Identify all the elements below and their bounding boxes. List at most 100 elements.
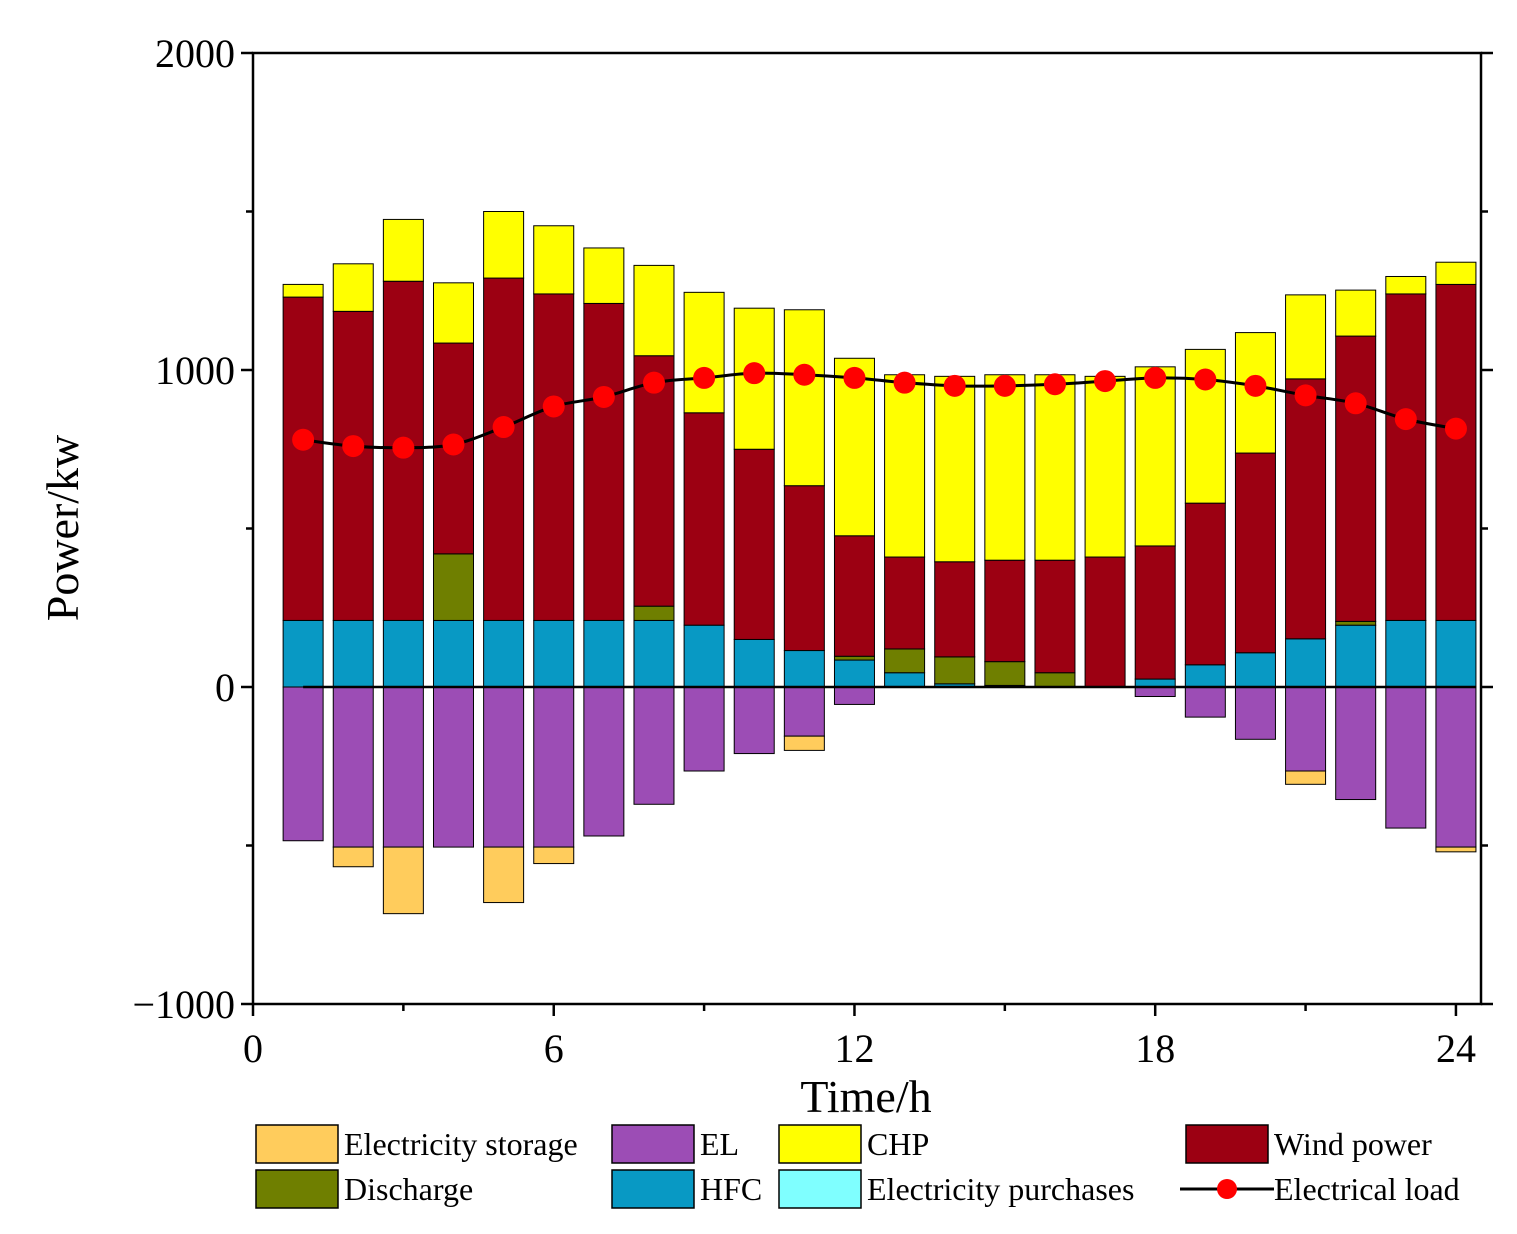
electrical-load-point-15 bbox=[993, 374, 1016, 397]
bar-discharge-22 bbox=[1335, 620, 1377, 626]
bar-chp-15 bbox=[984, 374, 1026, 561]
bar-hfc-20 bbox=[1234, 652, 1276, 688]
bar-hfc-12 bbox=[833, 659, 875, 688]
bar-hfc-4 bbox=[432, 619, 474, 688]
electrical-load-point-12 bbox=[843, 366, 866, 389]
bar-wind-power-6 bbox=[533, 293, 575, 621]
bar-wind-power-2 bbox=[332, 310, 374, 621]
bar-chp-13 bbox=[884, 374, 926, 558]
bar-wind-power-24 bbox=[1435, 283, 1477, 621]
legend-label-electricity-purchases: Electricity purchases bbox=[867, 1171, 1134, 1207]
bar-hfc-9 bbox=[683, 624, 725, 688]
bar-electricity-storage-2 bbox=[332, 846, 374, 868]
bar-electricity-storage-5 bbox=[483, 846, 525, 904]
y-axis-title: Power/kw bbox=[37, 434, 88, 621]
electrical-load-point-4 bbox=[442, 433, 465, 456]
load-line-layer bbox=[292, 362, 1467, 459]
bar-electricity-storage-24 bbox=[1435, 846, 1477, 853]
legend-swatch-hfc bbox=[611, 1169, 695, 1209]
bar-wind-power-5 bbox=[483, 277, 525, 621]
electrical-load-point-18 bbox=[1144, 366, 1167, 389]
bar-discharge-13 bbox=[884, 648, 926, 674]
electrical-load-point-19 bbox=[1194, 368, 1217, 391]
bar-wind-power-16 bbox=[1034, 559, 1076, 674]
bar-chp-14 bbox=[934, 375, 976, 563]
bar-el-18 bbox=[1134, 686, 1176, 698]
bar-hfc-1 bbox=[282, 619, 324, 688]
bar-el-11 bbox=[783, 686, 825, 737]
bar-discharge-14 bbox=[934, 656, 976, 685]
bar-discharge-4 bbox=[432, 553, 474, 621]
legend-label-electricity-storage: Electricity storage bbox=[344, 1126, 578, 1162]
electrical-load-point-16 bbox=[1043, 373, 1066, 396]
bar-discharge-16 bbox=[1034, 672, 1076, 688]
bar-chp-6 bbox=[533, 225, 575, 295]
electrical-load-point-9 bbox=[693, 366, 716, 389]
legend-label-discharge: Discharge bbox=[344, 1171, 473, 1207]
electrical-load-point-10 bbox=[743, 362, 766, 385]
bar-chp-22 bbox=[1335, 289, 1377, 337]
bar-el-8 bbox=[633, 686, 675, 805]
electrical-load-point-11 bbox=[793, 363, 816, 386]
bar-el-10 bbox=[733, 686, 775, 755]
legend: Electricity storage EL CHP Wind power Discha… bbox=[255, 1124, 1460, 1209]
bar-wind-power-18 bbox=[1134, 545, 1176, 680]
electrical-load-point-2 bbox=[342, 435, 365, 458]
bar-electricity-storage-6 bbox=[533, 846, 575, 865]
x-tick-label: 12 bbox=[834, 1026, 874, 1071]
x-tick-label: 24 bbox=[1436, 1026, 1476, 1071]
electrical-load-point-21 bbox=[1294, 384, 1317, 407]
bar-wind-power-23 bbox=[1385, 293, 1427, 621]
bar-hfc-13 bbox=[884, 672, 926, 688]
bar-chp-12 bbox=[833, 357, 875, 537]
bar-chp-1 bbox=[282, 283, 324, 298]
electrical-load-point-24 bbox=[1444, 417, 1467, 440]
electrical-load-point-14 bbox=[943, 374, 966, 397]
electrical-load-point-7 bbox=[592, 385, 615, 408]
bar-el-12 bbox=[833, 686, 875, 705]
bar-wind-power-13 bbox=[884, 556, 926, 650]
electrical-load-point-8 bbox=[642, 371, 665, 394]
bar-el-1 bbox=[282, 686, 324, 842]
bar-chp-23 bbox=[1385, 275, 1427, 295]
legend-swatch-electricity-purchases bbox=[778, 1169, 862, 1209]
bar-hfc-23 bbox=[1385, 619, 1427, 688]
electrical-load-point-5 bbox=[492, 416, 515, 439]
bar-el-20 bbox=[1234, 686, 1276, 740]
bar-hfc-3 bbox=[382, 619, 424, 688]
legend-label-el: EL bbox=[700, 1126, 739, 1162]
bar-el-7 bbox=[583, 686, 625, 837]
bar-chp-24 bbox=[1435, 261, 1477, 285]
bar-chp-21 bbox=[1285, 294, 1327, 380]
legend-swatch-marker-electrical-load bbox=[1217, 1179, 1237, 1199]
bar-el-2 bbox=[332, 686, 374, 848]
bar-chp-11 bbox=[783, 309, 825, 487]
bar-chp-5 bbox=[483, 211, 525, 279]
x-tick-label: 6 bbox=[544, 1026, 564, 1071]
bar-discharge-15 bbox=[984, 661, 1026, 686]
legend-label-chp: CHP bbox=[867, 1126, 929, 1162]
bar-wind-power-10 bbox=[733, 448, 775, 640]
bar-hfc-21 bbox=[1285, 638, 1327, 688]
bar-el-21 bbox=[1285, 686, 1327, 772]
legend-swatch-wind-power bbox=[1185, 1124, 1269, 1164]
legend-label-electrical-load: Electrical load bbox=[1274, 1171, 1460, 1207]
bar-el-23 bbox=[1385, 686, 1427, 829]
bar-hfc-10 bbox=[733, 638, 775, 688]
bar-hfc-8 bbox=[633, 619, 675, 688]
bar-chp-2 bbox=[332, 263, 374, 312]
y-tick-label: 1000 bbox=[155, 348, 235, 393]
bars-layer bbox=[282, 211, 1477, 915]
bar-el-22 bbox=[1335, 686, 1377, 801]
bar-wind-power-22 bbox=[1335, 335, 1377, 622]
bar-chp-9 bbox=[683, 291, 725, 414]
bar-chp-4 bbox=[432, 282, 474, 344]
electrical-load-point-22 bbox=[1344, 392, 1367, 415]
legend-label-hfc: HFC bbox=[700, 1171, 762, 1207]
bar-discharge-8 bbox=[633, 605, 675, 621]
x-tick-label: 0 bbox=[243, 1026, 263, 1071]
bar-wind-power-20 bbox=[1234, 452, 1276, 654]
bar-el-3 bbox=[382, 686, 424, 848]
bar-chp-7 bbox=[583, 247, 625, 304]
